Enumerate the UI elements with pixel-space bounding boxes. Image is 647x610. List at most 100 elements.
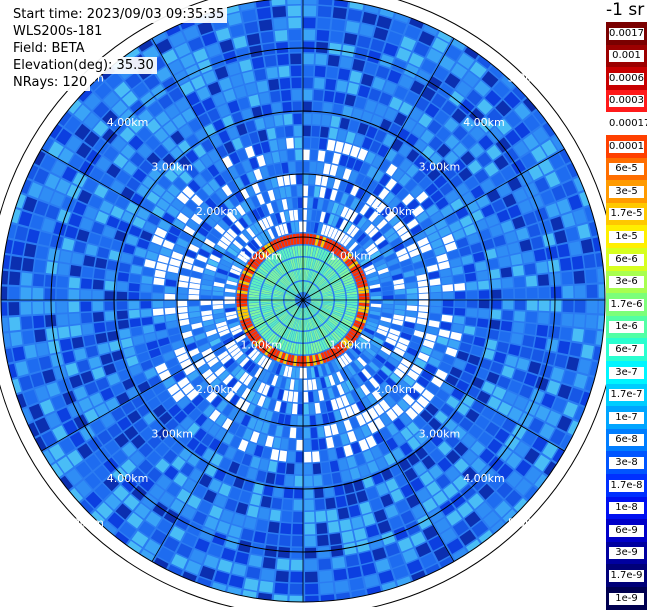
- range-gate: [237, 464, 249, 478]
- range-gate: [231, 381, 242, 393]
- range-gate: [335, 246, 345, 257]
- range-gate: [326, 201, 334, 213]
- range-gate: [288, 439, 296, 451]
- range-gate: [256, 470, 267, 483]
- range-gate: [292, 89, 302, 101]
- range-gate: [181, 330, 193, 340]
- range-gate: [486, 258, 499, 270]
- range-gate: [536, 324, 549, 337]
- range-gate: [103, 363, 117, 376]
- range-gate: [394, 309, 405, 316]
- range-gate: [40, 154, 56, 172]
- range-gate: [459, 529, 477, 546]
- range-gate: [358, 438, 370, 452]
- range-gate: [201, 433, 214, 447]
- range-gate: [292, 271, 297, 282]
- range-gate: [128, 225, 142, 237]
- range-gate: [195, 413, 208, 427]
- range-gate: [406, 300, 418, 306]
- range-gate: [152, 31, 167, 44]
- range-gate: [290, 305, 298, 314]
- range-gate: [422, 250, 435, 260]
- colorbar-cell: 1.7e-9: [606, 564, 647, 588]
- range-gate: [338, 268, 349, 276]
- range-gate: [400, 259, 412, 268]
- range-gate: [281, 314, 290, 323]
- range-gate: [529, 418, 544, 434]
- range-gate: [300, 281, 303, 293]
- range-gate: [498, 331, 511, 343]
- range-gate: [316, 414, 323, 426]
- range-gate: [372, 254, 384, 264]
- range-gate: [274, 307, 285, 313]
- range-gate: [433, 65, 449, 81]
- range-gate: [279, 534, 291, 547]
- range-gate: [567, 420, 579, 436]
- range-gate: [413, 461, 427, 476]
- range-gate: [191, 376, 204, 388]
- range-gate: [97, 430, 113, 445]
- range-gate: [368, 314, 380, 320]
- range-gate: [225, 311, 237, 317]
- range-gate: [131, 531, 149, 547]
- range-gate: [282, 390, 289, 402]
- range-gate: [271, 335, 279, 346]
- range-gate: [362, 239, 373, 250]
- range-gate: [328, 42, 342, 55]
- range-gate: [375, 456, 388, 470]
- range-gate: [147, 396, 161, 410]
- range-gate: [431, 350, 444, 361]
- range-gate: [254, 320, 265, 328]
- range-gate: [308, 391, 314, 403]
- range-gate: [330, 316, 340, 323]
- range-gate: [294, 283, 300, 293]
- range-gate: [366, 125, 378, 139]
- range-gate: [228, 194, 240, 207]
- range-gate: [164, 465, 179, 480]
- range-gate: [260, 569, 275, 581]
- range-gate: [334, 295, 346, 299]
- range-gate: [354, 427, 365, 441]
- range-gate: [345, 554, 360, 567]
- range-gate: [292, 258, 297, 270]
- range-gate: [289, 286, 298, 295]
- range-gate: [229, 487, 242, 501]
- range-gate: [403, 375, 415, 387]
- range-gate: [191, 394, 204, 407]
- range-gate: [295, 463, 303, 475]
- range-gate: [92, 301, 104, 311]
- range-gate: [373, 509, 387, 523]
- range-gate: [64, 225, 78, 239]
- range-gate: [351, 441, 362, 455]
- range-gate: [422, 525, 439, 541]
- range-gate: [311, 379, 318, 390]
- range-gate: [191, 213, 203, 225]
- range-gate: [376, 15, 392, 30]
- range-gate: [269, 241, 278, 252]
- range-gate: [524, 323, 537, 335]
- range-gate: [439, 182, 454, 196]
- range-gate: [349, 577, 365, 591]
- range-gate: [275, 376, 283, 388]
- range-gate: [207, 233, 219, 244]
- range-gate: [342, 168, 352, 181]
- range-gate: [32, 287, 44, 300]
- range-gate: [258, 408, 268, 421]
- range-gate: [234, 190, 245, 203]
- range-gate: [198, 248, 210, 258]
- range-gate: [34, 168, 49, 185]
- colorbar-cell: 1.7e-6: [606, 293, 647, 317]
- range-gate: [333, 345, 343, 356]
- range-gate: [113, 485, 129, 501]
- range-gate: [370, 250, 381, 260]
- range-gate: [334, 293, 346, 297]
- range-gate: [247, 417, 258, 430]
- range-gate: [165, 104, 180, 119]
- range-gate: [183, 336, 195, 346]
- range-gate: [303, 113, 312, 125]
- range-gate: [154, 322, 167, 332]
- range-gate: [250, 431, 260, 444]
- range-gate: [310, 303, 320, 309]
- range-gate: [426, 326, 439, 335]
- range-gate: [304, 547, 317, 559]
